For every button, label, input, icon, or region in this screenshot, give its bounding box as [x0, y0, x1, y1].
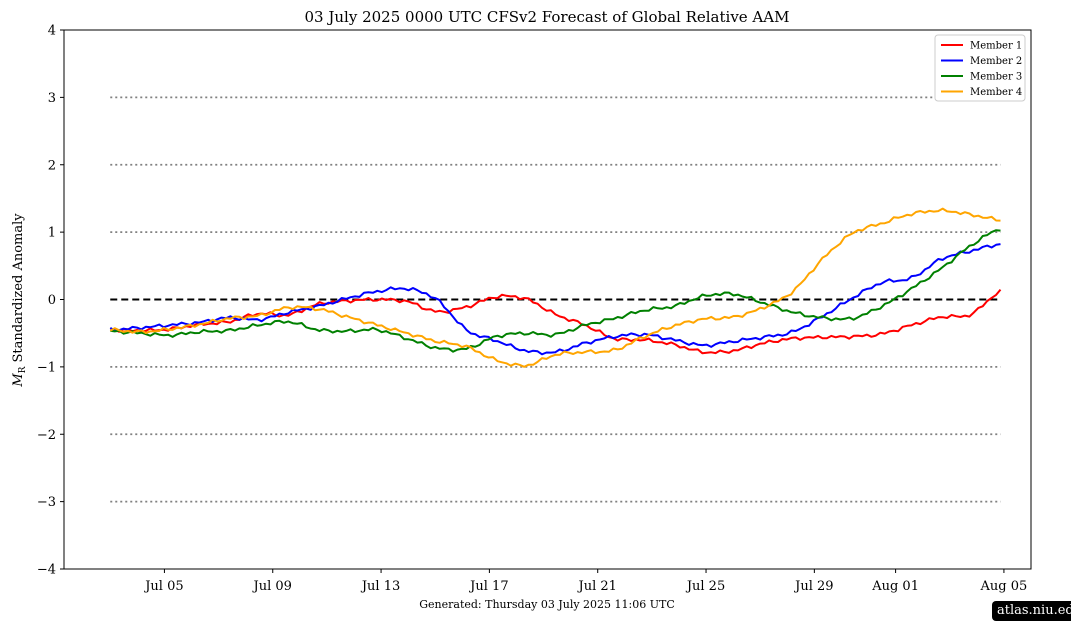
series-line: [109, 243, 1001, 356]
x-tick-label: Jul 05: [143, 579, 183, 594]
y-tick-label: −2: [37, 428, 56, 443]
legend-label: Member 2: [970, 56, 1022, 67]
x-tick-label: Jul 25: [685, 579, 725, 594]
series-lines: [109, 207, 1002, 368]
y-axis-symbol: M: [11, 373, 26, 388]
y-axis-text: Standardized Anomaly: [11, 213, 26, 363]
legend-label: Member 4: [970, 87, 1022, 98]
chart-title: 03 July 2025 0000 UTC CFSv2 Forecast of …: [305, 8, 790, 26]
y-tick-label: 1: [48, 226, 56, 241]
y-tick-label: −1: [37, 360, 56, 375]
x-tick-label: Jul 29: [793, 579, 833, 594]
legend: Member 1 Member 2 Member 3 Member 4: [934, 34, 1026, 102]
y-tick-label: −4: [37, 563, 56, 578]
y-tick-label: 3: [48, 91, 56, 106]
x-tick-label: Aug 05: [980, 579, 1028, 594]
series-line: [110, 288, 1002, 355]
site-badge[interactable]: atlas.niu.edu: [992, 601, 1071, 621]
y-axis: −4 −3 −2 −1 0 1 2 3 4: [37, 24, 64, 578]
legend-label: Member 3: [970, 72, 1022, 83]
y-axis-label: MR Standardized Anomaly: [11, 213, 28, 388]
legend-label: Member 1: [970, 41, 1022, 52]
y-tick-label: 2: [48, 158, 56, 173]
series-line: [109, 207, 1001, 368]
x-tick-label: Jul 09: [252, 579, 292, 594]
y-axis-subscript: R: [18, 366, 28, 373]
x-tick-label: Jul 17: [468, 579, 508, 594]
legend-frame: [934, 34, 1026, 102]
y-tick-label: −3: [37, 495, 56, 510]
series-line: [110, 229, 1001, 353]
footer-generated: Generated: Thursday 03 July 2025 11:06 U…: [419, 598, 675, 611]
x-axis: Jul 05 Jul 09 Jul 13 Jul 17 Jul 21 Jul 25 Jul …: [143, 569, 1027, 594]
x-tick-label: Jul 13: [360, 579, 400, 594]
y-tick-label: 4: [48, 24, 56, 39]
x-tick-label: Jul 21: [577, 579, 617, 594]
x-tick-label: Aug 01: [871, 579, 919, 594]
y-tick-label: 0: [48, 293, 56, 308]
reference-lines: [110, 96, 1001, 503]
